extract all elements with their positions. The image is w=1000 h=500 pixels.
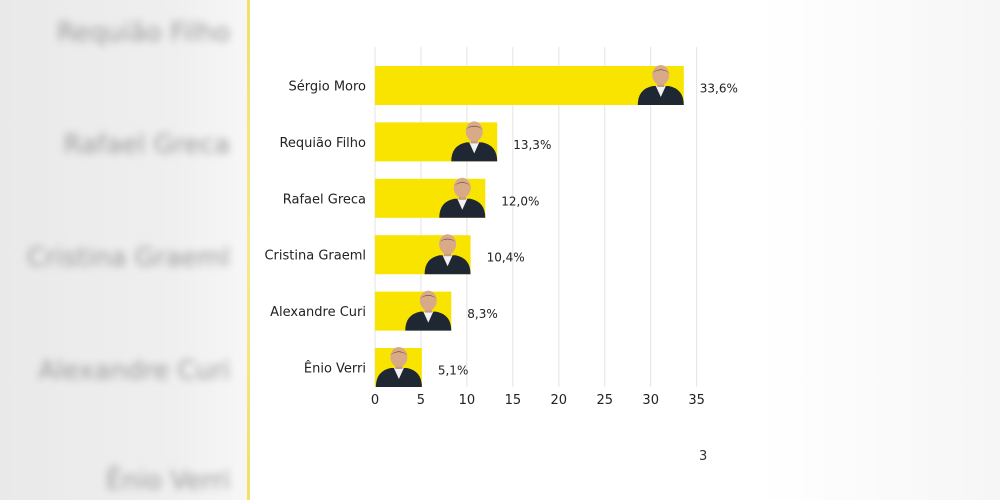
- category-label: Ênio Verri: [304, 361, 366, 377]
- candidate-photo: [405, 290, 452, 331]
- x-tick-label: 20: [551, 393, 568, 408]
- data-label: 12,0%: [501, 194, 539, 208]
- category-label: Alexandre Curi: [270, 305, 366, 320]
- x-tick-label: 10: [459, 393, 476, 408]
- candidate-photo: [439, 177, 486, 218]
- x-tick-label: 15: [505, 393, 522, 408]
- blurred-side-panel: Requião Filho Rafael Greca Cristina Grae…: [0, 0, 250, 500]
- x-tick-label: 30: [642, 393, 659, 408]
- x-tick-label: 0: [371, 393, 379, 408]
- data-label: 13,3%: [513, 138, 551, 152]
- x-tick-label: 25: [596, 393, 613, 408]
- candidate-photo: [375, 347, 422, 387]
- x-tick-label: 35: [688, 393, 705, 408]
- bar: [375, 66, 684, 105]
- data-label: 33,6%: [700, 82, 738, 96]
- data-label: 8,3%: [467, 307, 498, 321]
- candidate-photo: [451, 121, 498, 162]
- ghost-label: Ênio Verri: [105, 466, 230, 496]
- ghost-label: Rafael Greca: [63, 130, 231, 160]
- candidate-photo: [424, 234, 471, 275]
- data-label: 5,1%: [438, 364, 469, 378]
- x-tick-label: 5: [417, 393, 425, 408]
- ghost-label: Cristina Graeml: [26, 243, 230, 273]
- category-label: Sérgio Moro: [289, 80, 367, 95]
- category-label: Cristina Graeml: [264, 249, 366, 264]
- ghost-label: Alexandre Curi: [38, 356, 230, 386]
- ghost-label: Requião Filho: [56, 18, 230, 48]
- data-label: 10,4%: [487, 251, 525, 265]
- yellow-edge-strip: [247, 0, 250, 500]
- category-label: Requião Filho: [279, 136, 366, 151]
- category-label: Rafael Greca: [283, 192, 366, 207]
- candidate-photo: [637, 65, 684, 105]
- right-fade: [760, 0, 1000, 500]
- page-number: 3: [699, 449, 708, 464]
